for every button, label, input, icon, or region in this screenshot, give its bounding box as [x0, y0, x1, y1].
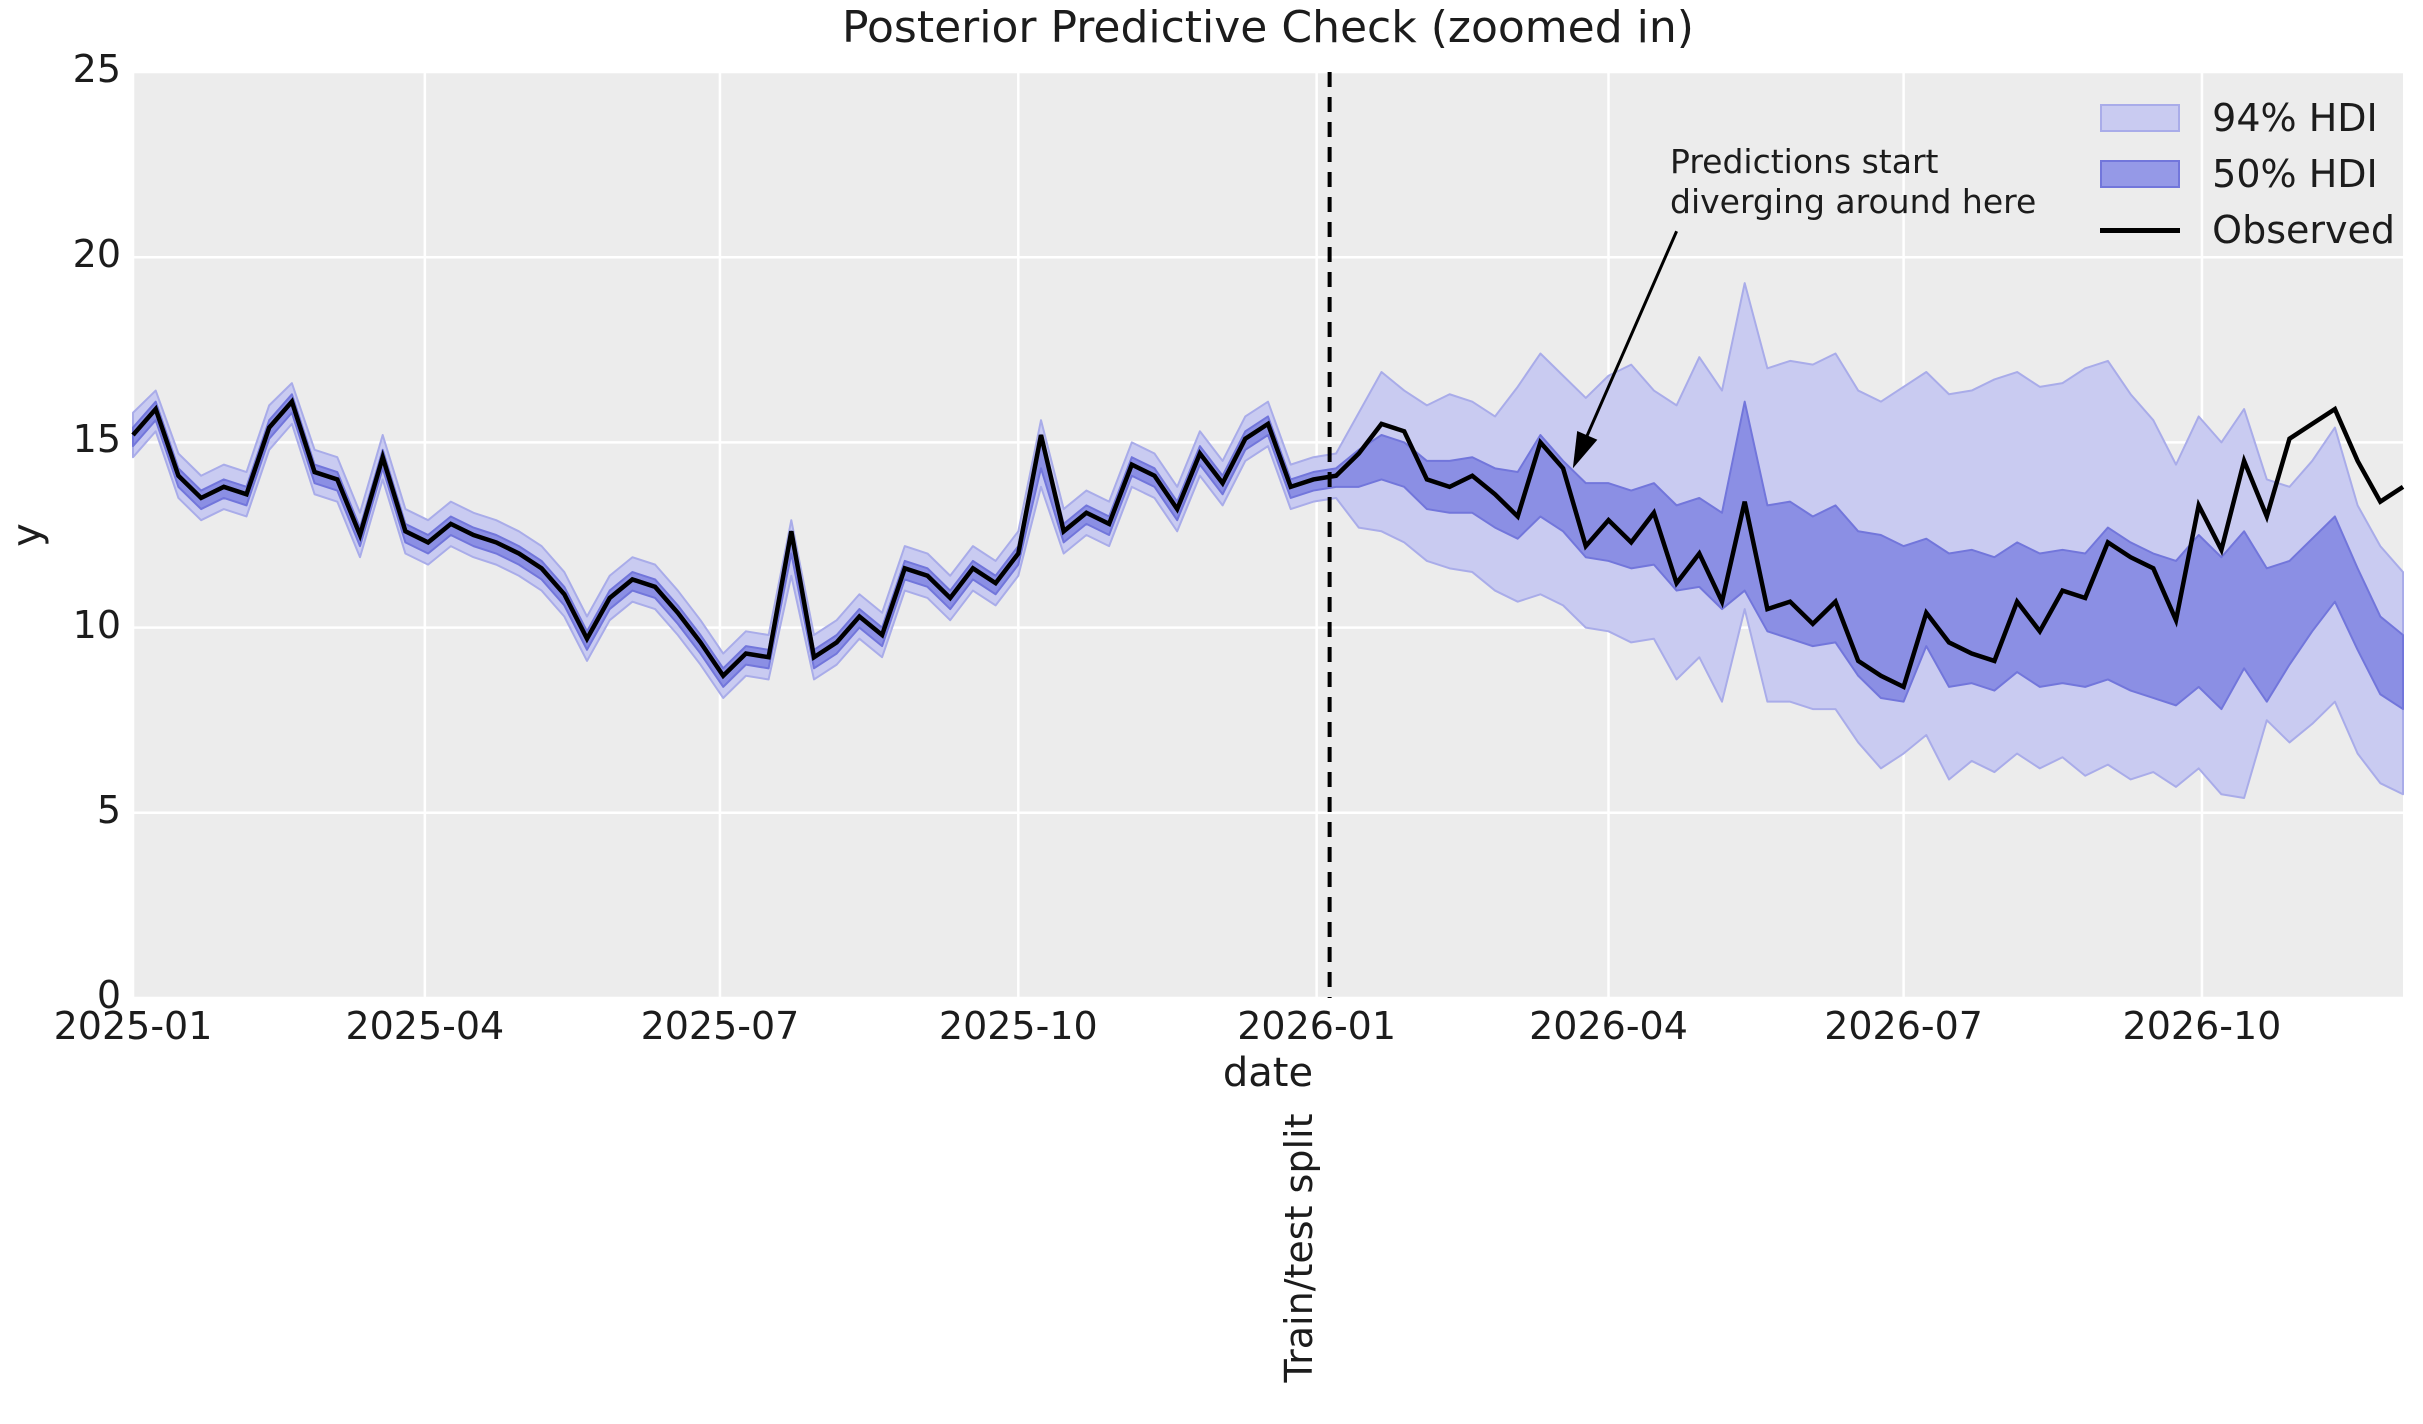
hdi94-band: [132, 282, 2404, 799]
y-tick-label: 15: [72, 417, 121, 462]
annotation-text: Predictions start diverging around here: [1670, 142, 2036, 222]
legend: 94% HDI 50% HDI Observed: [2100, 96, 2395, 252]
annotation-arrowhead-icon: [1572, 430, 1598, 469]
x-tick-label: 2025-07: [640, 1004, 800, 1048]
x-tick-label: 2026-01: [1237, 1004, 1397, 1048]
legend-label-94-hdi: 94% HDI: [2212, 96, 2378, 140]
legend-item-observed: Observed: [2100, 208, 2395, 252]
observed-line: [131, 397, 2405, 691]
observed-line-icon: [2100, 227, 2181, 233]
x-tick-label: 2026-04: [1529, 1004, 1688, 1048]
legend-item-94-hdi: 94% HDI: [2100, 96, 2378, 140]
x-tick-label: 2025-10: [938, 1004, 1098, 1048]
legend-label-50-hdi: 50% HDI: [2212, 152, 2378, 196]
x-tick-label: 2025-04: [345, 1004, 505, 1048]
x-axis-label: date: [1222, 1050, 1314, 1096]
hdi50-band: [132, 393, 2404, 711]
annotation-line-1: Predictions start: [1670, 142, 1939, 181]
legend-label-observed: Observed: [2212, 208, 2395, 252]
y-tick-label: 10: [72, 602, 121, 647]
hdi94-swatch-icon: [2100, 104, 2181, 132]
y-tick-label: 5: [96, 787, 121, 832]
annotation-line-2: diverging around here: [1670, 182, 2037, 221]
y-axis-label: y: [4, 523, 50, 547]
train-test-split-label: Train/test split: [1277, 1113, 1321, 1383]
x-tick-label: 2026-10: [2122, 1004, 2282, 1048]
y-tick-label: 20: [72, 232, 121, 277]
annotation-arrow-shaft: [1585, 230, 1678, 438]
y-tick-label: 25: [72, 47, 121, 91]
x-tick-label: 2025-01: [53, 1004, 213, 1048]
y-tick-label: 0: [96, 973, 121, 1017]
legend-item-50-hdi: 50% HDI: [2100, 152, 2378, 196]
hdi50-swatch-icon: [2100, 160, 2181, 188]
chart-title: Posterior Predictive Check (zoomed in): [842, 2, 1694, 53]
x-tick-label: 2026-07: [1824, 1004, 1983, 1048]
